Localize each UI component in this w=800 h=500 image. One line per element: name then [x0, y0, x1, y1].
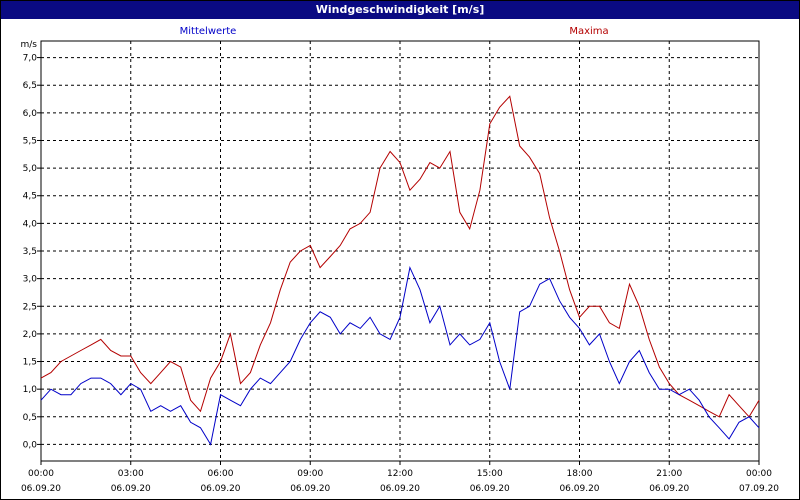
x-tick-time-label: 06:00 — [208, 469, 234, 479]
y-axis-label: m/s — [21, 40, 38, 50]
x-tick-time-label: 03:00 — [118, 469, 144, 479]
y-tick-label: 2,5 — [23, 302, 37, 312]
x-tick-time-label: 00:00 — [28, 469, 54, 479]
y-tick-label: 1,0 — [23, 385, 38, 395]
y-tick-label: 3,0 — [23, 275, 38, 285]
y-tick-label: 2,0 — [23, 330, 38, 340]
x-tick-date-label: 06.09.20 — [559, 484, 599, 494]
y-tick-label: 0,5 — [23, 413, 37, 423]
y-tick-label: 6,5 — [23, 81, 37, 91]
y-tick-label: 5,5 — [23, 136, 37, 146]
y-tick-label: 6,0 — [23, 109, 38, 119]
x-tick-time-label: 15:00 — [477, 469, 503, 479]
y-tick-label: 5,0 — [23, 164, 38, 174]
y-tick-label: 3,5 — [23, 247, 37, 257]
legend-maxima: Maxima — [569, 26, 608, 37]
chart-title: Windgeschwindigkeit [m/s] — [1, 1, 799, 19]
x-tick-time-label: 18:00 — [567, 469, 593, 479]
x-tick-time-label: 09:00 — [297, 469, 323, 479]
series-line-mittelwerte — [40, 265, 760, 446]
y-tick-label: 0,0 — [23, 440, 38, 450]
x-tick-time-label: 00:00 — [746, 469, 772, 479]
x-tick-time-label: 21:00 — [656, 469, 682, 479]
y-tick-label: 4,5 — [23, 192, 37, 202]
legend-mittelwerte: Mittelwerte — [180, 26, 237, 37]
y-tick-label: 4,0 — [23, 219, 38, 229]
x-tick-time-label: 12:00 — [387, 469, 413, 479]
series-line-maxima — [40, 95, 760, 418]
x-tick-date-label: 07.09.20 — [739, 484, 779, 494]
x-tick-date-label: 06.09.20 — [649, 484, 689, 494]
x-tick-date-label: 06.09.20 — [21, 484, 61, 494]
x-tick-date-label: 06.09.20 — [200, 484, 240, 494]
x-tick-date-label: 06.09.20 — [470, 484, 510, 494]
y-tick-label: 1,5 — [23, 358, 37, 368]
y-tick-label: 7,0 — [23, 54, 38, 64]
x-tick-date-label: 06.09.20 — [290, 484, 330, 494]
x-tick-date-label: 06.09.20 — [380, 484, 420, 494]
x-tick-date-label: 06.09.20 — [111, 484, 151, 494]
